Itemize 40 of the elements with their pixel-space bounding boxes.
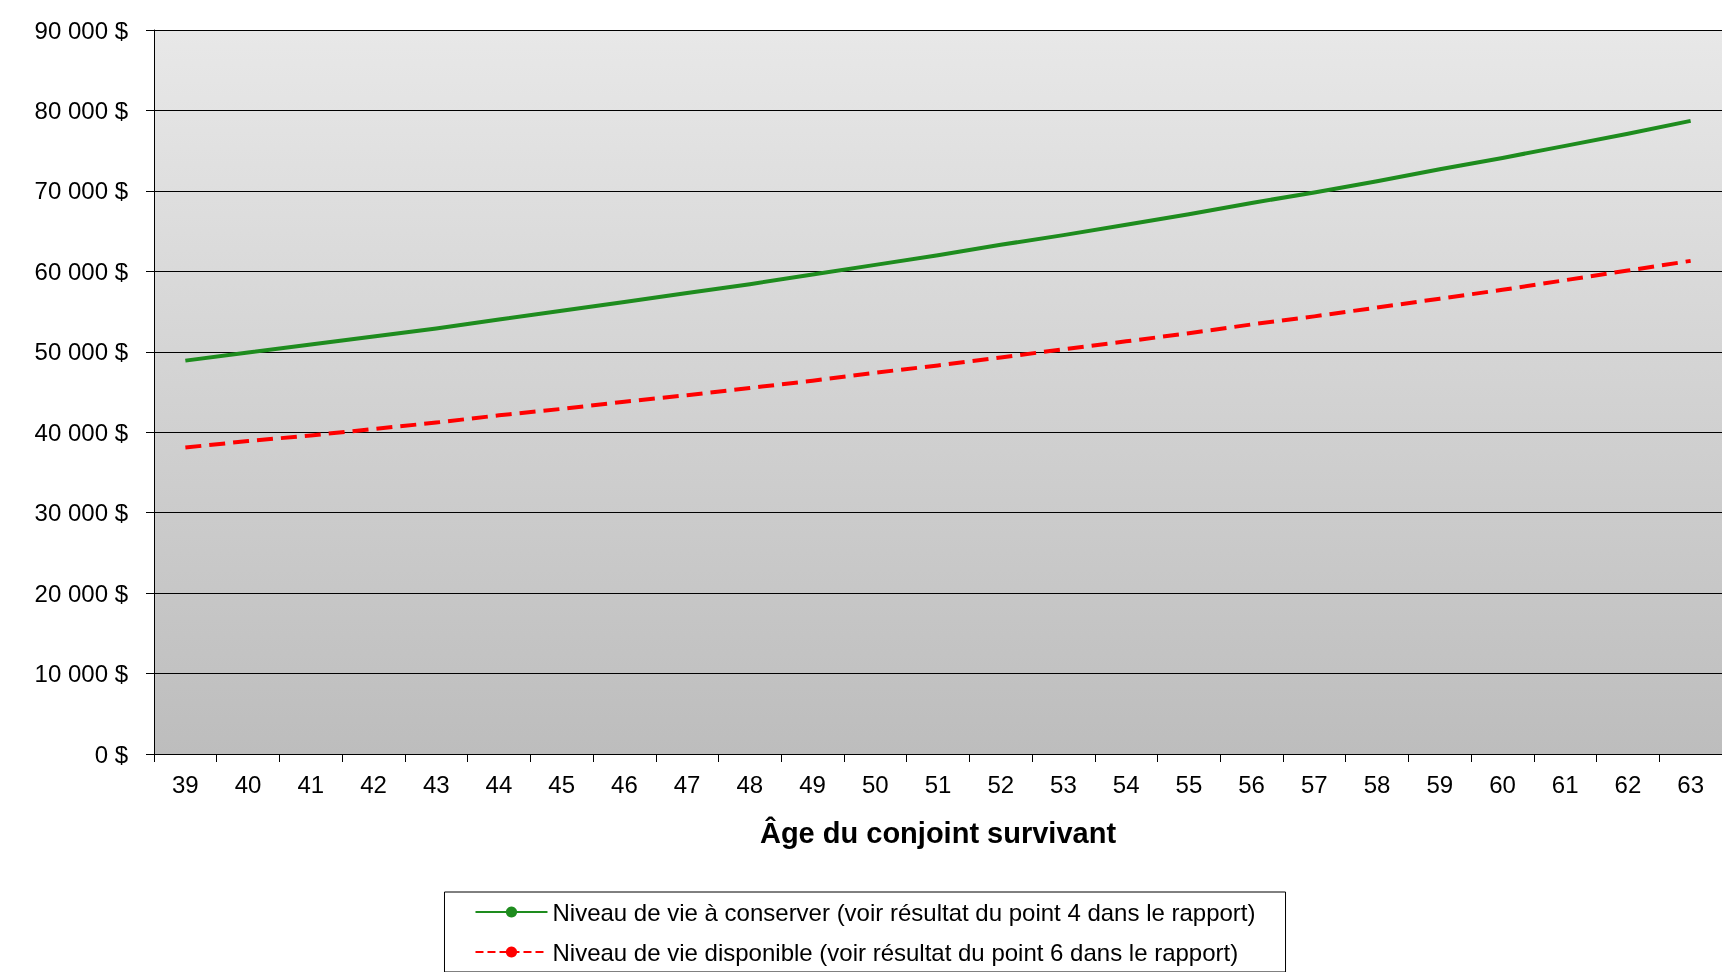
x-tick-label: 47 <box>673 770 701 798</box>
x-tick-label: 43 <box>422 770 450 798</box>
x-tick-label: 53 <box>1050 770 1077 798</box>
x-tick-label: 39 <box>172 770 199 798</box>
x-tick-label: 62 <box>1614 770 1642 798</box>
x-axis-title: Âge du conjoint survivant <box>759 815 1117 849</box>
y-tick-label: 30 000 $ <box>34 499 128 527</box>
line-series <box>183 258 1693 450</box>
x-tick-label: 57 <box>1300 770 1328 798</box>
legend-label: Niveau de vie disponible (voir résultat du point 6 dans le rapport) <box>552 938 1239 966</box>
y-tick-label: 50 000 $ <box>34 338 128 366</box>
x-tick-label: 51 <box>924 770 952 798</box>
y-tick-label: 10 000 $ <box>34 660 128 688</box>
x-tick-label: 63 <box>1677 770 1704 798</box>
x-tick-label: 40 <box>234 770 262 798</box>
line-series <box>183 118 1693 363</box>
x-tick-label: 55 <box>1175 770 1203 798</box>
x-tick-label: 61 <box>1551 770 1579 798</box>
legend-label: Niveau de vie à conserver (voir résultat du point 4 dans le rapport) <box>552 898 1256 926</box>
x-tick-label: 41 <box>297 770 325 798</box>
x-tick-label: 60 <box>1489 770 1516 798</box>
y-tick-label: 80 000 $ <box>34 96 128 124</box>
x-tick-label: 45 <box>548 770 576 798</box>
x-tick-label: 44 <box>485 770 513 798</box>
x-tick-label: 52 <box>987 770 1015 798</box>
x-tick-label: 54 <box>1112 770 1140 798</box>
y-tick-label: 20 000 $ <box>34 579 128 607</box>
x-tick-label: 56 <box>1238 770 1265 798</box>
x-tick-label: 58 <box>1363 770 1391 798</box>
y-tick-label: 60 000 $ <box>34 257 128 285</box>
y-tick-label: 90 000 $ <box>34 16 128 44</box>
x-tick-label: 50 <box>861 770 889 798</box>
x-tick-label: 48 <box>736 770 764 798</box>
y-tick-label: 0 $ <box>94 740 128 768</box>
x-tick-label: 42 <box>360 770 387 798</box>
x-tick-label: 59 <box>1426 770 1454 798</box>
x-tick-label: 46 <box>611 770 638 798</box>
y-tick-label: 70 000 $ <box>34 177 128 205</box>
y-tick-label: 40 000 $ <box>34 418 128 446</box>
x-tick-label: 49 <box>799 770 826 798</box>
